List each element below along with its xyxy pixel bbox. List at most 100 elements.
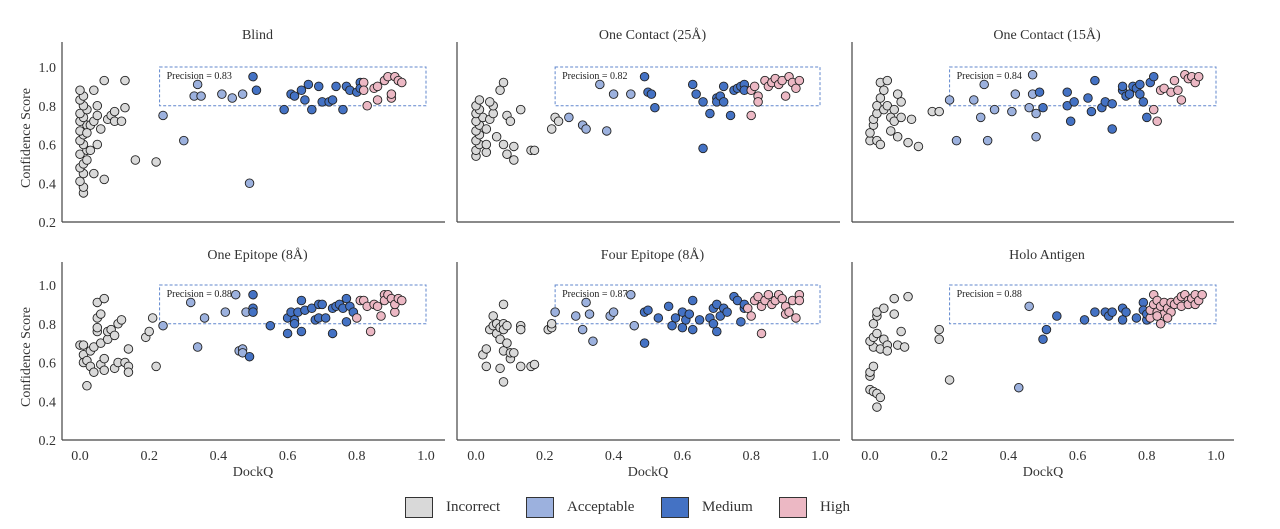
point-acceptable: [1027, 69, 1038, 80]
point-incorrect: [498, 299, 509, 310]
point-medium: [1065, 116, 1076, 126]
point-medium: [289, 91, 300, 101]
legend-label: High: [820, 498, 850, 515]
point-incorrect: [481, 124, 492, 134]
panel-5: Holo Antigen 0.0 0.2 0.4 0.6 0.8 1.0 DockQ Preci…: [851, 248, 1234, 480]
point-acceptable: [581, 124, 591, 134]
point-acceptable: [626, 289, 636, 300]
y-tick-label: 0.4: [39, 395, 57, 410]
point-medium: [736, 317, 746, 327]
point-high: [372, 95, 383, 105]
point-high: [791, 313, 801, 323]
point-incorrect: [872, 402, 882, 412]
point-incorrect: [92, 139, 103, 150]
point-incorrect: [515, 361, 526, 372]
point-incorrect: [934, 324, 944, 335]
point-high: [1169, 75, 1180, 86]
point-high: [362, 100, 372, 111]
point-incorrect: [123, 367, 134, 377]
legend-item-medium: Medium: [661, 493, 753, 521]
point-acceptable: [227, 93, 237, 103]
point-medium: [698, 143, 708, 154]
precision-annotation: Precision = 0.87: [562, 289, 627, 300]
point-high: [352, 313, 362, 323]
point-medium: [296, 85, 307, 95]
point-high: [358, 85, 369, 95]
point-incorrect: [491, 131, 502, 142]
point-acceptable: [577, 324, 588, 335]
point-acceptable: [1024, 102, 1034, 113]
point-acceptable: [158, 110, 168, 121]
point-acceptable: [1014, 382, 1024, 393]
point-incorrect: [529, 359, 540, 370]
y-tick-label: 0.2: [39, 434, 57, 449]
legend-swatch-acceptable: [526, 496, 554, 518]
x-tick-label: 0.6: [1069, 449, 1087, 464]
point-acceptable: [581, 297, 591, 308]
point-incorrect: [868, 361, 879, 372]
point-medium: [1107, 307, 1117, 317]
point-incorrect: [896, 326, 906, 337]
point-medium: [639, 71, 650, 82]
point-medium: [1062, 87, 1072, 97]
point-incorrect: [82, 381, 92, 391]
point-medium: [643, 305, 653, 315]
point-medium: [338, 104, 348, 115]
point-incorrect: [892, 131, 903, 142]
point-incorrect: [99, 293, 109, 304]
point-medium: [1034, 87, 1045, 97]
point-incorrect: [151, 361, 161, 372]
point-acceptable: [601, 126, 612, 136]
point-incorrect: [481, 344, 492, 354]
point-incorrect: [509, 141, 519, 152]
point-medium: [1079, 315, 1090, 325]
point-incorrect: [505, 116, 516, 126]
point-high: [753, 97, 763, 107]
y-axis-label: Confidence Score: [19, 88, 34, 188]
panel-0: Blind 0.2 0.4 0.6 0.8 1.0 Confidence Score Prec…: [19, 28, 445, 231]
point-incorrect: [147, 313, 158, 323]
point-high: [1176, 95, 1187, 105]
legend-label: Incorrect: [446, 498, 501, 515]
point-acceptable: [1031, 131, 1041, 142]
point-incorrect: [509, 348, 519, 358]
point-incorrect: [886, 126, 896, 136]
point-incorrect: [92, 100, 103, 111]
point-medium: [705, 108, 715, 119]
point-medium: [1135, 89, 1145, 99]
point-incorrect: [889, 104, 899, 115]
point-medium: [1052, 311, 1062, 321]
x-tick-label: 0.8: [348, 449, 366, 464]
point-high: [1197, 289, 1207, 300]
point-acceptable: [629, 320, 639, 331]
point-acceptable: [584, 309, 595, 319]
point-medium: [1069, 97, 1079, 107]
point-medium: [1090, 307, 1100, 317]
point-incorrect: [896, 112, 906, 123]
point-medium: [1117, 81, 1128, 92]
panel-title: Blind: [242, 28, 273, 43]
point-incorrect: [546, 319, 557, 329]
point-acceptable: [1024, 301, 1034, 312]
point-incorrect: [89, 85, 99, 95]
point-medium: [289, 319, 300, 329]
point-incorrect: [502, 338, 512, 348]
point-medium: [1107, 124, 1117, 134]
x-tick-label: 0.2: [536, 449, 554, 464]
point-acceptable: [158, 320, 168, 331]
point-incorrect: [116, 116, 127, 126]
point-acceptable: [550, 307, 560, 317]
point-incorrect: [502, 320, 512, 331]
point-incorrect: [75, 85, 85, 95]
point-medium: [687, 295, 698, 306]
y-tick-label: 0.6: [39, 139, 57, 154]
point-medium: [718, 97, 729, 107]
precision-annotation: Precision = 0.88: [957, 289, 1022, 300]
point-incorrect: [913, 141, 924, 152]
precision-box: [949, 66, 1217, 107]
point-incorrect: [899, 342, 910, 352]
panel-title: Holo Antigen: [1009, 248, 1085, 263]
legend-label: Acceptable: [567, 498, 635, 515]
point-high: [1155, 319, 1166, 329]
